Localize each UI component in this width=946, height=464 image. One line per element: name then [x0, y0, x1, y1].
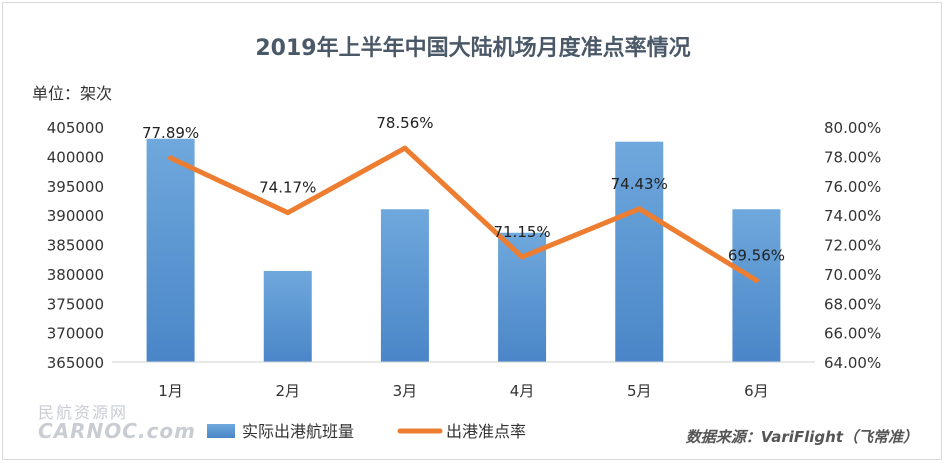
- legend-line-label: 出港准点率: [446, 422, 526, 441]
- right-tick-label: 80.00%: [824, 119, 881, 137]
- bar-5: [615, 141, 664, 362]
- right-tick-label: 70.00%: [824, 266, 881, 284]
- legend-bar-swatch: [207, 424, 235, 438]
- category-label: 4月: [510, 382, 535, 400]
- rate-point-4: [519, 254, 525, 260]
- rate-data-label: 78.56%: [376, 114, 433, 132]
- rate-data-label: 77.89%: [142, 124, 199, 142]
- rate-line: [168, 145, 759, 283]
- legend-bar-label: 实际出港航班量: [242, 422, 354, 441]
- source-note: 数据来源：VariFlight（飞常准）: [685, 428, 918, 446]
- right-tick-label: 78.00%: [824, 148, 881, 166]
- left-tick-label: 375000: [47, 295, 104, 313]
- bar-6: [732, 209, 781, 362]
- left-tick-label: 370000: [47, 325, 104, 343]
- rate-data-label: 74.43%: [611, 175, 668, 193]
- rate-data-label: 71.15%: [493, 223, 550, 241]
- left-tick-label: 365000: [47, 354, 104, 372]
- category-label: 6月: [744, 382, 769, 400]
- watermark-line2: CARNOC.com: [38, 419, 197, 443]
- left-tick-label: 400000: [47, 148, 104, 166]
- bar-3: [380, 209, 429, 362]
- watermark: 民航资源网 CARNOC.com: [38, 403, 197, 443]
- bar-2: [263, 270, 312, 362]
- rate-point-2: [285, 210, 291, 216]
- rate-point-5: [636, 206, 642, 212]
- category-label: 3月: [393, 382, 418, 400]
- left-tick-label: 380000: [47, 266, 104, 284]
- rate-data-label: 74.17%: [259, 179, 316, 197]
- left-tick-label: 385000: [47, 237, 104, 255]
- right-tick-label: 66.00%: [824, 325, 881, 343]
- left-tick-label: 390000: [47, 207, 104, 225]
- left-tick-label: 405000: [47, 119, 104, 137]
- bar-1: [146, 138, 195, 362]
- right-tick-label: 64.00%: [824, 354, 881, 372]
- unit-label: 单位：架次: [32, 84, 113, 103]
- rate-point-1: [168, 155, 174, 161]
- rate-data-label: 69.56%: [728, 246, 785, 264]
- category-label: 5月: [627, 382, 652, 400]
- right-tick-label: 74.00%: [824, 207, 881, 225]
- rate-point-6: [753, 277, 759, 283]
- left-tick-label: 395000: [47, 178, 104, 196]
- rate-point-3: [402, 145, 408, 151]
- right-tick-label: 68.00%: [824, 295, 881, 313]
- category-label: 2月: [275, 382, 300, 400]
- chart-title: 2019年上半年中国大陆机场月度准点率情况: [255, 36, 691, 61]
- category-label: 1月: [158, 382, 183, 400]
- watermark-line1: 民航资源网: [38, 403, 129, 422]
- right-tick-label: 72.00%: [824, 237, 881, 255]
- right-tick-label: 76.00%: [824, 178, 881, 196]
